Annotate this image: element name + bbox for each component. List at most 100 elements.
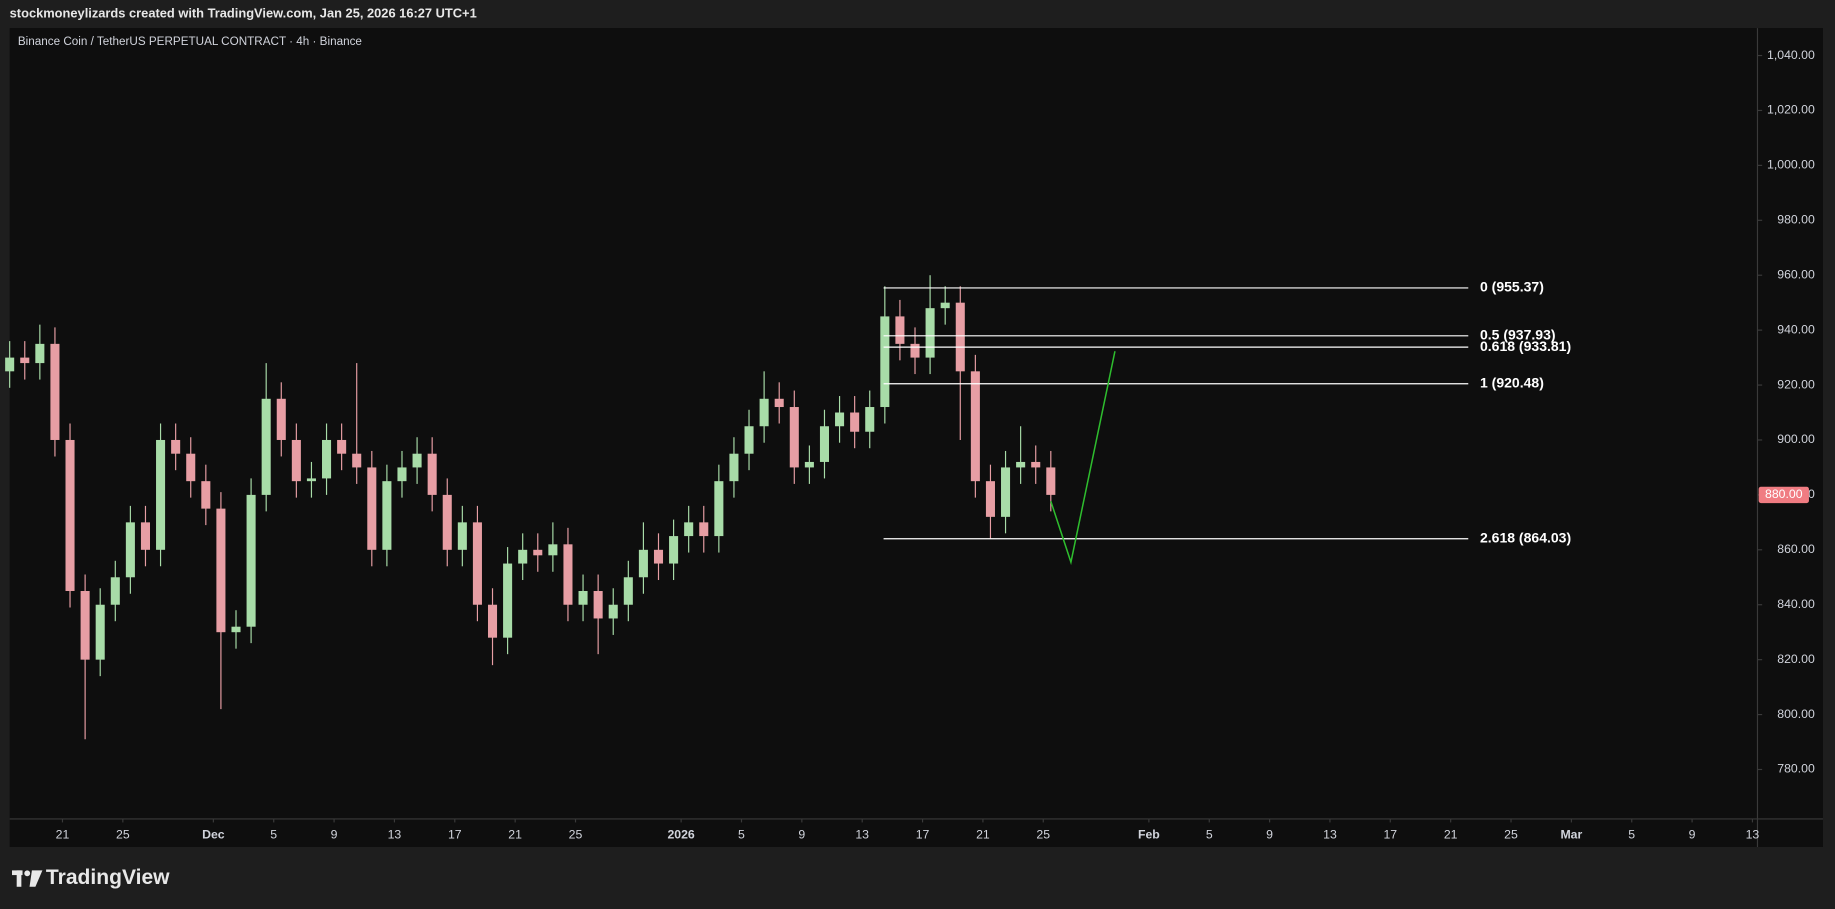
candle-body	[578, 591, 588, 605]
fib-label: 0.618 (933.81)	[1480, 338, 1571, 354]
candle-body	[699, 522, 709, 537]
candle-body	[140, 522, 150, 550]
y-tick-label: 820.00	[1777, 652, 1815, 666]
x-tick-label: 9	[1266, 828, 1273, 842]
candle-body	[940, 302, 950, 309]
candle-body	[789, 407, 799, 468]
y-tick-label: 980.00	[1777, 213, 1815, 227]
candle-body	[638, 549, 648, 578]
symbol-title: Binance Coin / TetherUS PERPETUAL CONTRA…	[18, 35, 362, 48]
candle-body	[472, 522, 482, 605]
candle-body	[216, 508, 226, 633]
candle-body	[804, 461, 814, 468]
candle-body	[850, 412, 860, 432]
candle-body	[80, 591, 90, 660]
candle-body	[608, 604, 618, 619]
candle-body	[171, 439, 181, 454]
candle-body	[35, 343, 45, 364]
logo	[12, 870, 43, 887]
y-tick-label: 800.00	[1777, 707, 1815, 721]
candle-body	[367, 467, 377, 550]
candle-body	[276, 398, 286, 440]
last-price-box	[1758, 486, 1809, 504]
x-tick-label: 5	[1628, 828, 1635, 842]
candle-body	[1046, 467, 1056, 495]
candle-body	[50, 343, 60, 440]
x-tick-label: 25	[569, 828, 583, 842]
candle-body	[261, 398, 271, 495]
x-tick-label: Feb	[1138, 828, 1160, 842]
candle-body	[427, 453, 437, 495]
candle-body	[5, 357, 15, 372]
x-tick-label: 5	[738, 828, 745, 842]
x-tick-label: 13	[855, 828, 869, 842]
candle-body	[623, 577, 633, 605]
candle-body	[352, 453, 362, 468]
y-tick-label: 780.00	[1777, 762, 1815, 776]
candle-body	[1031, 461, 1041, 468]
fib-label: 1 (920.48)	[1480, 374, 1544, 390]
y-tick-label: 920.00	[1777, 377, 1815, 391]
y-tick-label: 1,020.00	[1767, 103, 1815, 117]
candle-body	[487, 604, 498, 638]
candle-body	[669, 536, 679, 564]
last-price-label: 880.00	[1765, 487, 1803, 501]
candle-body	[910, 343, 920, 358]
candle-body	[563, 544, 573, 605]
x-tick-label: 13	[1323, 828, 1337, 842]
x-tick-label: 5	[270, 828, 277, 842]
candle-body	[246, 494, 256, 627]
fib-label: 2.618 (864.03)	[1480, 529, 1571, 545]
x-tick-label: 25	[116, 828, 130, 842]
x-tick-label: 21	[56, 828, 70, 842]
candle-body	[880, 316, 890, 408]
header: stockmoneylizards created with TradingVi…	[10, 5, 477, 20]
candle-body	[955, 302, 965, 372]
x-tick-label: Mar	[1560, 828, 1582, 842]
candle-body	[759, 398, 769, 427]
x-tick-label: 5	[1206, 828, 1213, 842]
x-tick-label: 25	[1036, 828, 1050, 842]
x-tick-label: 17	[1383, 828, 1397, 842]
candle-body	[985, 481, 995, 517]
candle-body	[95, 604, 105, 660]
x-tick-label: 13	[1746, 828, 1760, 842]
candle-body	[533, 549, 543, 556]
candle-body	[865, 407, 875, 432]
candle-body	[322, 439, 332, 479]
x-tick-label: 9	[798, 828, 805, 842]
candle-body	[382, 481, 392, 550]
x-tick-label: 17	[448, 828, 462, 842]
x-tick-label: 21	[1444, 828, 1458, 842]
brand: TradingView	[46, 866, 170, 889]
candle-body	[20, 357, 30, 364]
candle-body	[895, 316, 905, 344]
y-tick-label: 900.00	[1777, 432, 1815, 446]
candle-body	[925, 308, 935, 358]
fib-label: 0 (955.37)	[1480, 279, 1544, 295]
x-tick-label: 9	[1689, 828, 1696, 842]
x-tick-label: 17	[916, 828, 930, 842]
candle-body	[729, 453, 739, 482]
x-tick-label: 25	[1504, 828, 1518, 842]
candle-body	[397, 467, 407, 482]
y-tick-label: 1,000.00	[1767, 158, 1815, 172]
candle-body	[1016, 461, 1026, 468]
candle-body	[186, 453, 196, 482]
y-tick-label: 840.00	[1777, 597, 1815, 611]
candle-body	[774, 398, 784, 408]
candle-body	[819, 426, 830, 462]
candle-body	[306, 478, 316, 482]
x-tick-label: Dec	[202, 828, 225, 842]
candle-body	[231, 626, 241, 633]
candle-body	[337, 439, 347, 454]
candle-body	[125, 522, 135, 578]
candle-body	[156, 439, 166, 550]
x-tick-label: 13	[388, 828, 402, 842]
candle-body	[412, 453, 422, 468]
plot-background	[9, 28, 1823, 847]
candle-body	[835, 412, 845, 427]
candle-body	[442, 494, 452, 550]
candle-body	[714, 481, 724, 537]
